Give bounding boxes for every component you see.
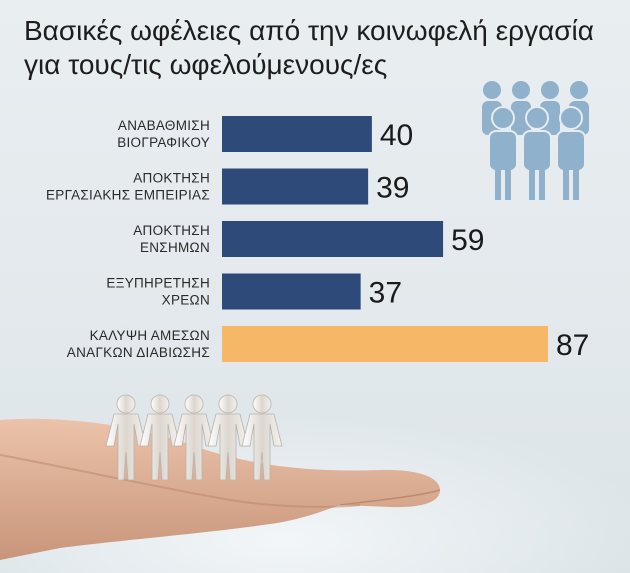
category-label-5-line-1: ΚΑΛΥΨΗ ΑΜΕΣΩΝ	[90, 328, 210, 343]
bar-1	[222, 116, 372, 152]
bar-value-label-5: 87	[556, 329, 589, 362]
bar-2	[222, 168, 369, 205]
bar-value-label-1: 40	[380, 119, 413, 152]
chart-title-line-2: για τους/τις ωφελούμενους/ες	[24, 49, 388, 80]
bar-value-label-2: 39	[376, 172, 409, 205]
bar-value-label-4: 37	[369, 277, 402, 310]
category-label-1-line-1: ΑΝΑΒΑΘΜΙΣΗ	[118, 118, 210, 133]
bar-5	[222, 326, 548, 362]
category-label-2-line-1: ΑΠΟΚΤΗΣΗ	[133, 171, 210, 186]
open-hand-icon	[0, 418, 441, 560]
bar-3	[222, 221, 444, 257]
bars-layer: 40 ΑΝΑΒΑΘΜΙΣΗ ΒΙΟΓΡΑΦΙΚΟΥ 39 ΑΠΟΚΤΗΣΗ ΕΡΓΑΣΙΑ…	[46, 116, 589, 362]
bar-4	[222, 273, 361, 310]
chart-title-line-1: Βασικές ωφέλειες από την κοινωφελή εργασ…	[24, 15, 594, 46]
bar-value-label-3: 59	[451, 224, 484, 257]
category-label-2-line-2: ΕΡΓΑΣΙΑΚΗΣ ΕΜΠΕΙΡΙΑΣ	[46, 188, 210, 203]
category-label-5-line-2: ΑΝΑΓΚΩΝ ΔΙΑΒΙΩΣΗΣ	[67, 345, 210, 360]
chart-title: Βασικές ωφέλειες από την κοινωφελή εργασ…	[24, 14, 614, 82]
category-label-3-line-2: ΕΝΣΗΜΩΝ	[140, 240, 210, 255]
category-label-3-line-1: ΑΠΟΚΤΗΣΗ	[133, 223, 210, 238]
paper-people-chain-icon	[105, 394, 283, 481]
category-label-4-line-1: ΕΞΥΠΗΡΕΤΗΣΗ	[106, 276, 210, 291]
category-label-4-line-2: ΧΡΕΩΝ	[162, 293, 210, 308]
category-label-1-line-2: ΒΙΟΓΡΑΦΙΚΟΥ	[117, 135, 210, 150]
people-group-icon	[482, 81, 589, 200]
